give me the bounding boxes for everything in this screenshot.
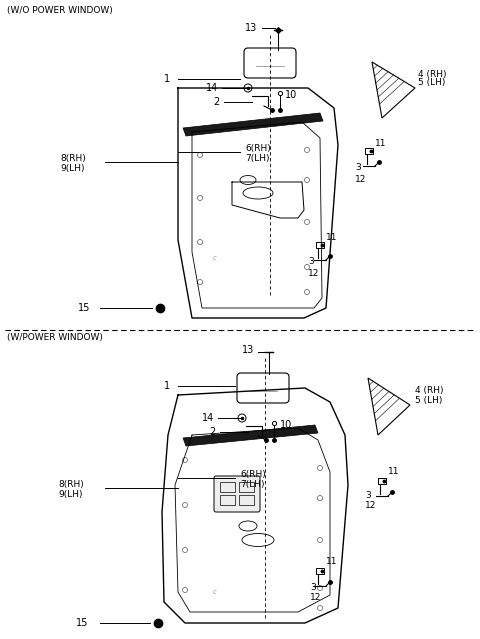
FancyBboxPatch shape <box>214 476 260 512</box>
Text: 11: 11 <box>326 557 337 567</box>
Text: 14: 14 <box>206 83 218 93</box>
Text: 6(RH): 6(RH) <box>245 144 271 153</box>
Text: 8(RH): 8(RH) <box>58 479 84 488</box>
Bar <box>378 478 386 484</box>
Text: 12: 12 <box>308 268 319 277</box>
Text: 2: 2 <box>210 427 216 437</box>
Text: (W/POWER WINDOW): (W/POWER WINDOW) <box>7 333 103 342</box>
Text: 12: 12 <box>355 176 366 185</box>
Text: 15: 15 <box>76 618 88 628</box>
Bar <box>316 242 324 248</box>
Text: 3: 3 <box>310 583 316 592</box>
Text: c: c <box>213 255 217 261</box>
Text: 7(LH): 7(LH) <box>245 153 269 162</box>
Bar <box>220 482 235 492</box>
Text: 1: 1 <box>164 381 170 391</box>
Text: 4 (RH): 4 (RH) <box>415 385 444 394</box>
Text: 6(RH): 6(RH) <box>240 470 266 479</box>
Polygon shape <box>183 113 323 136</box>
Text: 11: 11 <box>326 233 337 242</box>
Text: 13: 13 <box>245 23 257 33</box>
Bar <box>365 148 373 154</box>
Text: 9(LH): 9(LH) <box>58 489 83 498</box>
Text: 14: 14 <box>202 413 214 423</box>
Text: 11: 11 <box>388 468 399 477</box>
Text: 10: 10 <box>280 420 292 430</box>
Text: 2: 2 <box>214 97 220 107</box>
Text: 13: 13 <box>242 345 254 355</box>
Bar <box>239 482 254 492</box>
Text: 5 (LH): 5 (LH) <box>418 79 445 88</box>
Bar <box>220 495 235 505</box>
Text: 3: 3 <box>365 491 371 500</box>
Text: 3: 3 <box>308 258 314 266</box>
Text: 4 (RH): 4 (RH) <box>418 70 446 79</box>
Text: 8(RH): 8(RH) <box>60 153 86 162</box>
Text: 12: 12 <box>310 594 322 603</box>
Text: 5 (LH): 5 (LH) <box>415 396 443 404</box>
Text: c: c <box>213 589 217 595</box>
Text: 9(LH): 9(LH) <box>60 164 84 173</box>
Bar <box>239 495 254 505</box>
Text: 15: 15 <box>78 303 90 313</box>
Text: 11: 11 <box>375 139 386 148</box>
Text: (W/O POWER WINDOW): (W/O POWER WINDOW) <box>7 6 113 15</box>
Text: 3: 3 <box>355 164 361 173</box>
Polygon shape <box>183 425 318 446</box>
Text: 1: 1 <box>164 74 170 84</box>
Text: 12: 12 <box>365 502 376 511</box>
Text: 7(LH): 7(LH) <box>240 479 264 488</box>
Text: 10: 10 <box>285 90 297 100</box>
Bar <box>316 568 324 574</box>
